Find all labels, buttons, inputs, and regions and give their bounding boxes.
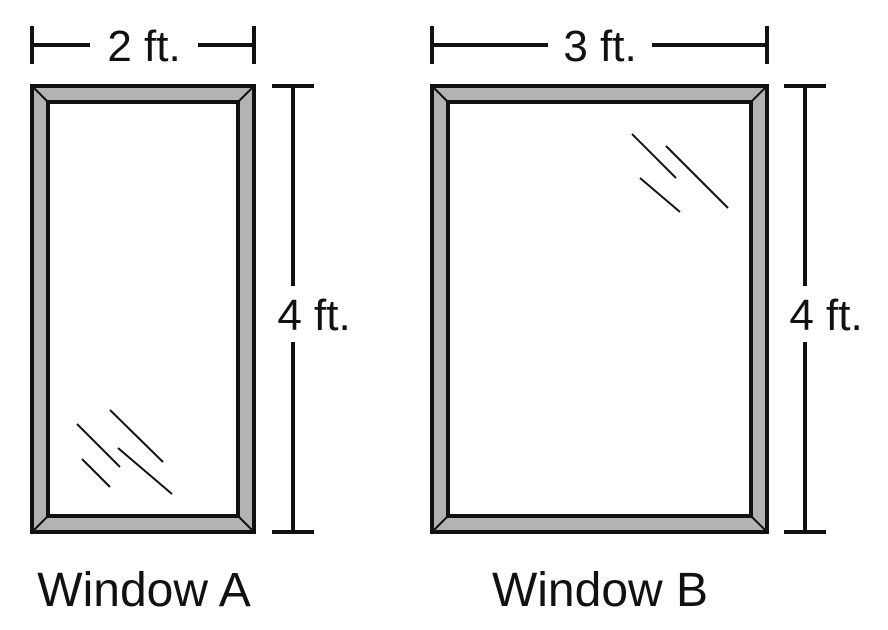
- window-b-glass: [446, 100, 753, 518]
- window-b-frame: [430, 84, 769, 534]
- window-b-caption: Window B: [492, 564, 708, 617]
- window-a-height-label: 4 ft.: [277, 291, 350, 340]
- window-b-height-dimension: [784, 84, 826, 534]
- window-a-caption: Window A: [37, 564, 250, 617]
- window-b-glare-icon: [631, 133, 729, 213]
- window-a-glass: [46, 100, 240, 518]
- window-a: 2 ft. 4 ft. Window A: [30, 22, 351, 617]
- window-a-width-label: 2 ft.: [107, 22, 180, 71]
- window-b-height-label: 4 ft.: [789, 291, 862, 340]
- window-a-width-dimension: [30, 26, 256, 64]
- window-a-height-dimension: [272, 84, 314, 534]
- window-a-frame: [30, 84, 256, 534]
- window-b-width-label: 3 ft.: [563, 22, 636, 71]
- window-b: 3 ft. 4 ft. Window B: [430, 22, 863, 617]
- window-a-glare-icon: [76, 409, 173, 495]
- window-b-width-dimension: [430, 26, 769, 64]
